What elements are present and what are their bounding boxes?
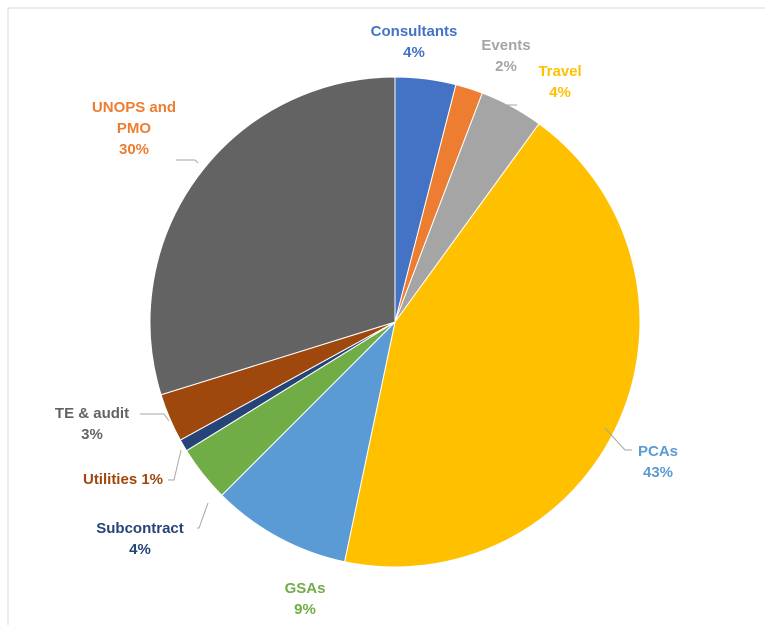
data-label-line: PMO xyxy=(117,120,152,137)
data-label-line: 4% xyxy=(129,541,151,558)
data-label-pcas: PCAs 43% xyxy=(638,443,678,481)
leader-line-utilities xyxy=(168,449,182,481)
data-label-line: Consultants xyxy=(371,23,458,40)
data-label-te-audit: TE & audit 3% xyxy=(55,405,129,443)
data-label-travel: Travel 4% xyxy=(538,63,581,101)
data-label-line: TE & audit xyxy=(55,405,129,422)
data-label-line: PCAs xyxy=(638,443,678,460)
data-label-line: 2% xyxy=(495,58,517,75)
data-label-line: Travel xyxy=(538,63,581,80)
data-label-line: 30% xyxy=(119,141,149,158)
data-label-line: UNOPS and xyxy=(92,99,176,116)
data-label-line: Utilities 1% xyxy=(83,471,163,488)
data-label-gsas: GSAs 9% xyxy=(285,580,326,618)
data-label-line: GSAs xyxy=(285,580,326,597)
leader-line-subcontract xyxy=(197,502,209,529)
data-label-events: Events 2% xyxy=(481,37,530,75)
leader-line-pcas xyxy=(604,427,632,451)
leader-line-unops-and-pmo xyxy=(176,159,199,164)
pie-slice-unops-and-pmo xyxy=(149,76,396,396)
data-label-line: 43% xyxy=(643,464,673,481)
data-label-line: Subcontract xyxy=(96,520,184,537)
data-label-utilities: Utilities 1% xyxy=(83,471,163,488)
data-label-line: Events xyxy=(481,37,530,54)
data-label-line: 3% xyxy=(81,426,103,443)
pie-slice-gsas xyxy=(221,320,396,563)
data-label-line: 4% xyxy=(549,84,571,101)
leader-line-te-audit xyxy=(140,413,170,422)
data-label-line: 9% xyxy=(294,601,316,618)
data-label-consultants: Consultants 4% xyxy=(371,23,458,61)
leader-line-travel xyxy=(492,104,517,113)
data-label-subcontract: Subcontract 4% xyxy=(96,520,184,558)
pie-slice-pcas xyxy=(343,123,641,568)
data-label-line: 4% xyxy=(403,44,425,61)
data-label-unops-and-pmo: UNOPS and PMO 30% xyxy=(92,99,176,158)
